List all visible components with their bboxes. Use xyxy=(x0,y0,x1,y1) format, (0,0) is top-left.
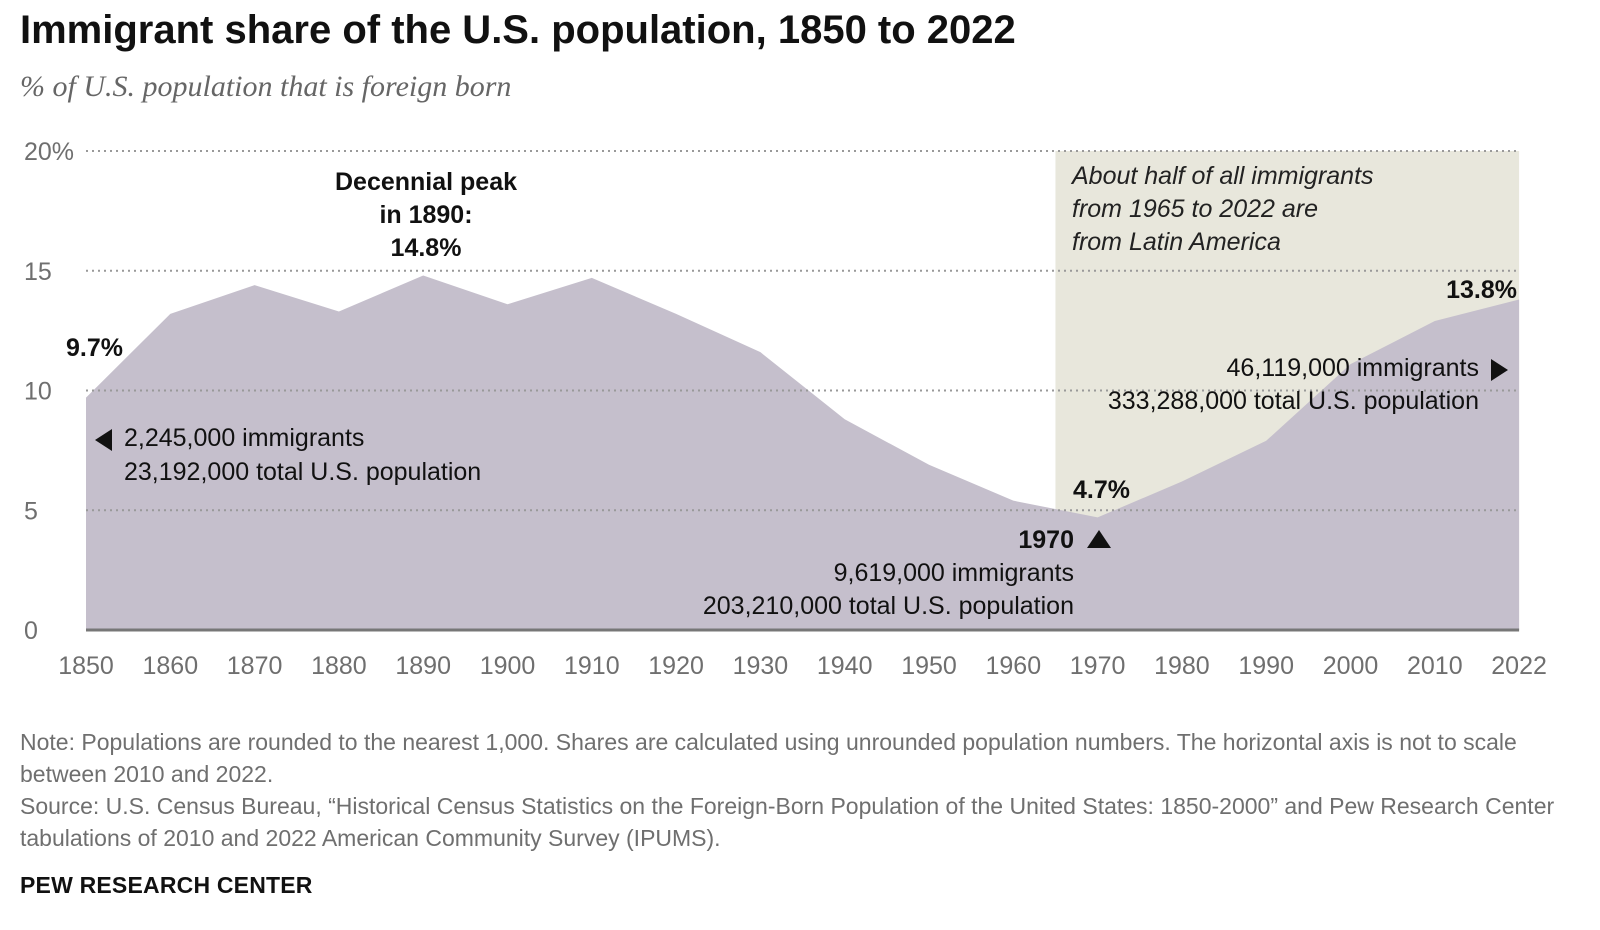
low-year-label: 1970 xyxy=(1018,526,1074,554)
area-series xyxy=(86,275,1520,630)
x-tick-label: 2010 xyxy=(1407,652,1463,680)
highlight-region-label: About half of all immigrants xyxy=(1070,162,1374,190)
x-tick-label: 1860 xyxy=(142,652,198,680)
x-tick-label: 1880 xyxy=(311,652,367,680)
x-tick-label: 1940 xyxy=(817,652,873,680)
x-tick-label: 1970 xyxy=(1070,652,1126,680)
chart-svg: 0 5 10 15 20% 1850 1860 1870 1880 1890 1900 1910 192… xyxy=(24,138,1547,680)
x-tick-label: 2000 xyxy=(1323,652,1379,680)
x-tick-label: 1930 xyxy=(733,652,789,680)
peak-annotation: 14.8% xyxy=(391,234,462,262)
pew-logo-text: PEW RESEARCH CENTER xyxy=(20,872,313,898)
x-tick-label: 1870 xyxy=(227,652,283,680)
chart-title: Immigrant share of the U.S. population, … xyxy=(20,8,1016,52)
end-detail: 333,288,000 total U.S. population xyxy=(1108,387,1479,415)
source-text: Source: U.S. Census Bureau, “Historical … xyxy=(20,793,1555,851)
x-tick-label: 1890 xyxy=(395,652,451,680)
end-detail: 46,119,000 immigrants xyxy=(1227,354,1479,382)
low-detail: 9,619,000 immigrants xyxy=(834,559,1074,587)
x-tick-label: 1900 xyxy=(480,652,536,680)
peak-annotation: in 1890: xyxy=(379,201,472,229)
y-tick-label: 10 xyxy=(24,378,52,406)
value-label-low: 4.7% xyxy=(1073,476,1130,504)
peak-annotation: Decennial peak xyxy=(335,168,517,196)
y-tick-label: 5 xyxy=(24,497,38,525)
chart-subtitle: % of U.S. population that is foreign bor… xyxy=(20,70,512,103)
x-tick-label: 1990 xyxy=(1238,652,1294,680)
start-detail: 2,245,000 immigrants xyxy=(124,424,364,452)
y-tick-label: 0 xyxy=(24,617,38,645)
highlight-region-label: from Latin America xyxy=(1072,228,1281,256)
y-tick-label: 15 xyxy=(24,258,52,286)
value-label-start: 9.7% xyxy=(66,334,123,362)
x-tick-label: 1950 xyxy=(901,652,957,680)
x-tick-label: 1910 xyxy=(564,652,620,680)
x-tick-label: 1920 xyxy=(648,652,704,680)
notes-block: Note: Populations are rounded to the nea… xyxy=(20,726,1580,854)
right-arrow-icon xyxy=(1491,359,1508,381)
low-detail: 203,210,000 total U.S. population xyxy=(703,592,1074,620)
value-label-end: 13.8% xyxy=(1446,276,1517,304)
left-arrow-icon xyxy=(95,429,112,451)
start-detail: 23,192,000 total U.S. population xyxy=(124,458,481,486)
x-tick-label: 1850 xyxy=(58,652,114,680)
up-arrow-icon xyxy=(1087,530,1111,548)
highlight-region-label: from 1965 to 2022 are xyxy=(1072,195,1318,223)
note-text: Note: Populations are rounded to the nea… xyxy=(20,729,1517,787)
x-tick-label: 1960 xyxy=(985,652,1041,680)
x-tick-label: 1980 xyxy=(1154,652,1210,680)
x-tick-label: 2022 xyxy=(1491,652,1547,680)
y-tick-label: 20% xyxy=(24,138,74,166)
